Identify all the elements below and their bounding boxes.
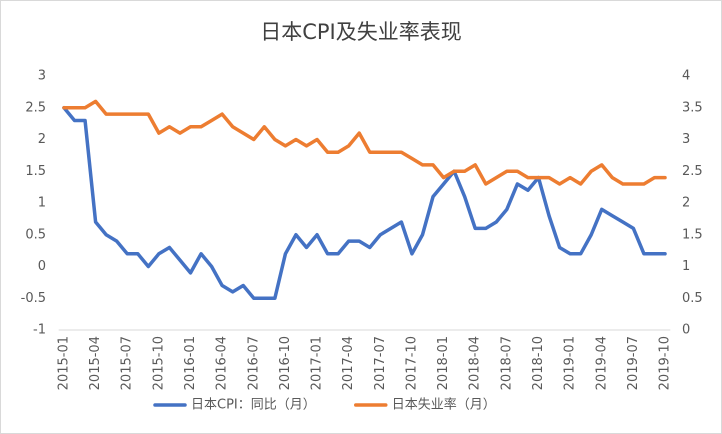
x-tick-label: 2018-04 xyxy=(468,336,483,390)
x-tick-label: 2019-10 xyxy=(658,336,673,390)
legend-label: 日本失业率（月） xyxy=(392,397,496,413)
x-tick-label: 2019-04 xyxy=(594,336,609,390)
y2-tick-label: 0 xyxy=(682,323,690,338)
x-tick-label: 2018-07 xyxy=(499,336,514,390)
y-tick-label: 1.5 xyxy=(25,164,46,179)
y2-tick-label: 1 xyxy=(682,259,690,274)
x-tick-label: 2015-04 xyxy=(88,336,103,390)
y-tick-label: -0.5 xyxy=(21,291,46,306)
y-tick-label: 1 xyxy=(38,196,46,211)
x-tick-label: 2015-01 xyxy=(56,336,71,390)
y2-tick-label: 2.5 xyxy=(682,164,703,179)
y-tick-label: 0 xyxy=(38,259,46,274)
y2-tick-label: 2 xyxy=(682,196,690,211)
x-tick-label: 2017-07 xyxy=(373,336,388,390)
x-tick-label: 2015-10 xyxy=(151,336,166,390)
legend-label: 日本CPI：同比（月） xyxy=(191,398,316,413)
y2-tick-label: 4 xyxy=(682,69,690,84)
x-tick-label: 2016-10 xyxy=(278,336,293,390)
x-tick-label: 2019-01 xyxy=(563,336,578,390)
series-line xyxy=(62,106,667,300)
y2-tick-label: 1.5 xyxy=(682,227,703,242)
y2-tick-label: 0.5 xyxy=(682,291,703,306)
y-tick-label: -1 xyxy=(33,323,46,338)
y-tick-label: 0.5 xyxy=(25,227,46,242)
x-tick-label: 2018-01 xyxy=(436,336,451,390)
x-tick-label: 2015-07 xyxy=(120,336,135,390)
x-tick-label: 2016-01 xyxy=(183,336,198,390)
y-tick-label: 3 xyxy=(38,69,46,84)
chart-title: 日本CPI及失业率表现 xyxy=(260,20,462,44)
x-tick-label: 2017-01 xyxy=(310,336,325,390)
x-tick-label: 2017-10 xyxy=(404,336,419,390)
series-line xyxy=(62,99,667,186)
y2-tick-label: 3 xyxy=(682,132,690,147)
x-tick-label: 2018-10 xyxy=(531,336,546,390)
x-tick-label: 2016-04 xyxy=(215,336,230,390)
x-tick-label: 2017-04 xyxy=(341,336,356,390)
x-tick-label: 2019-07 xyxy=(626,336,641,390)
y-tick-label: 2.5 xyxy=(25,100,46,115)
y-tick-label: 2 xyxy=(38,132,46,147)
x-tick-label: 2016-07 xyxy=(246,336,261,390)
y2-tick-label: 3.5 xyxy=(682,100,703,115)
